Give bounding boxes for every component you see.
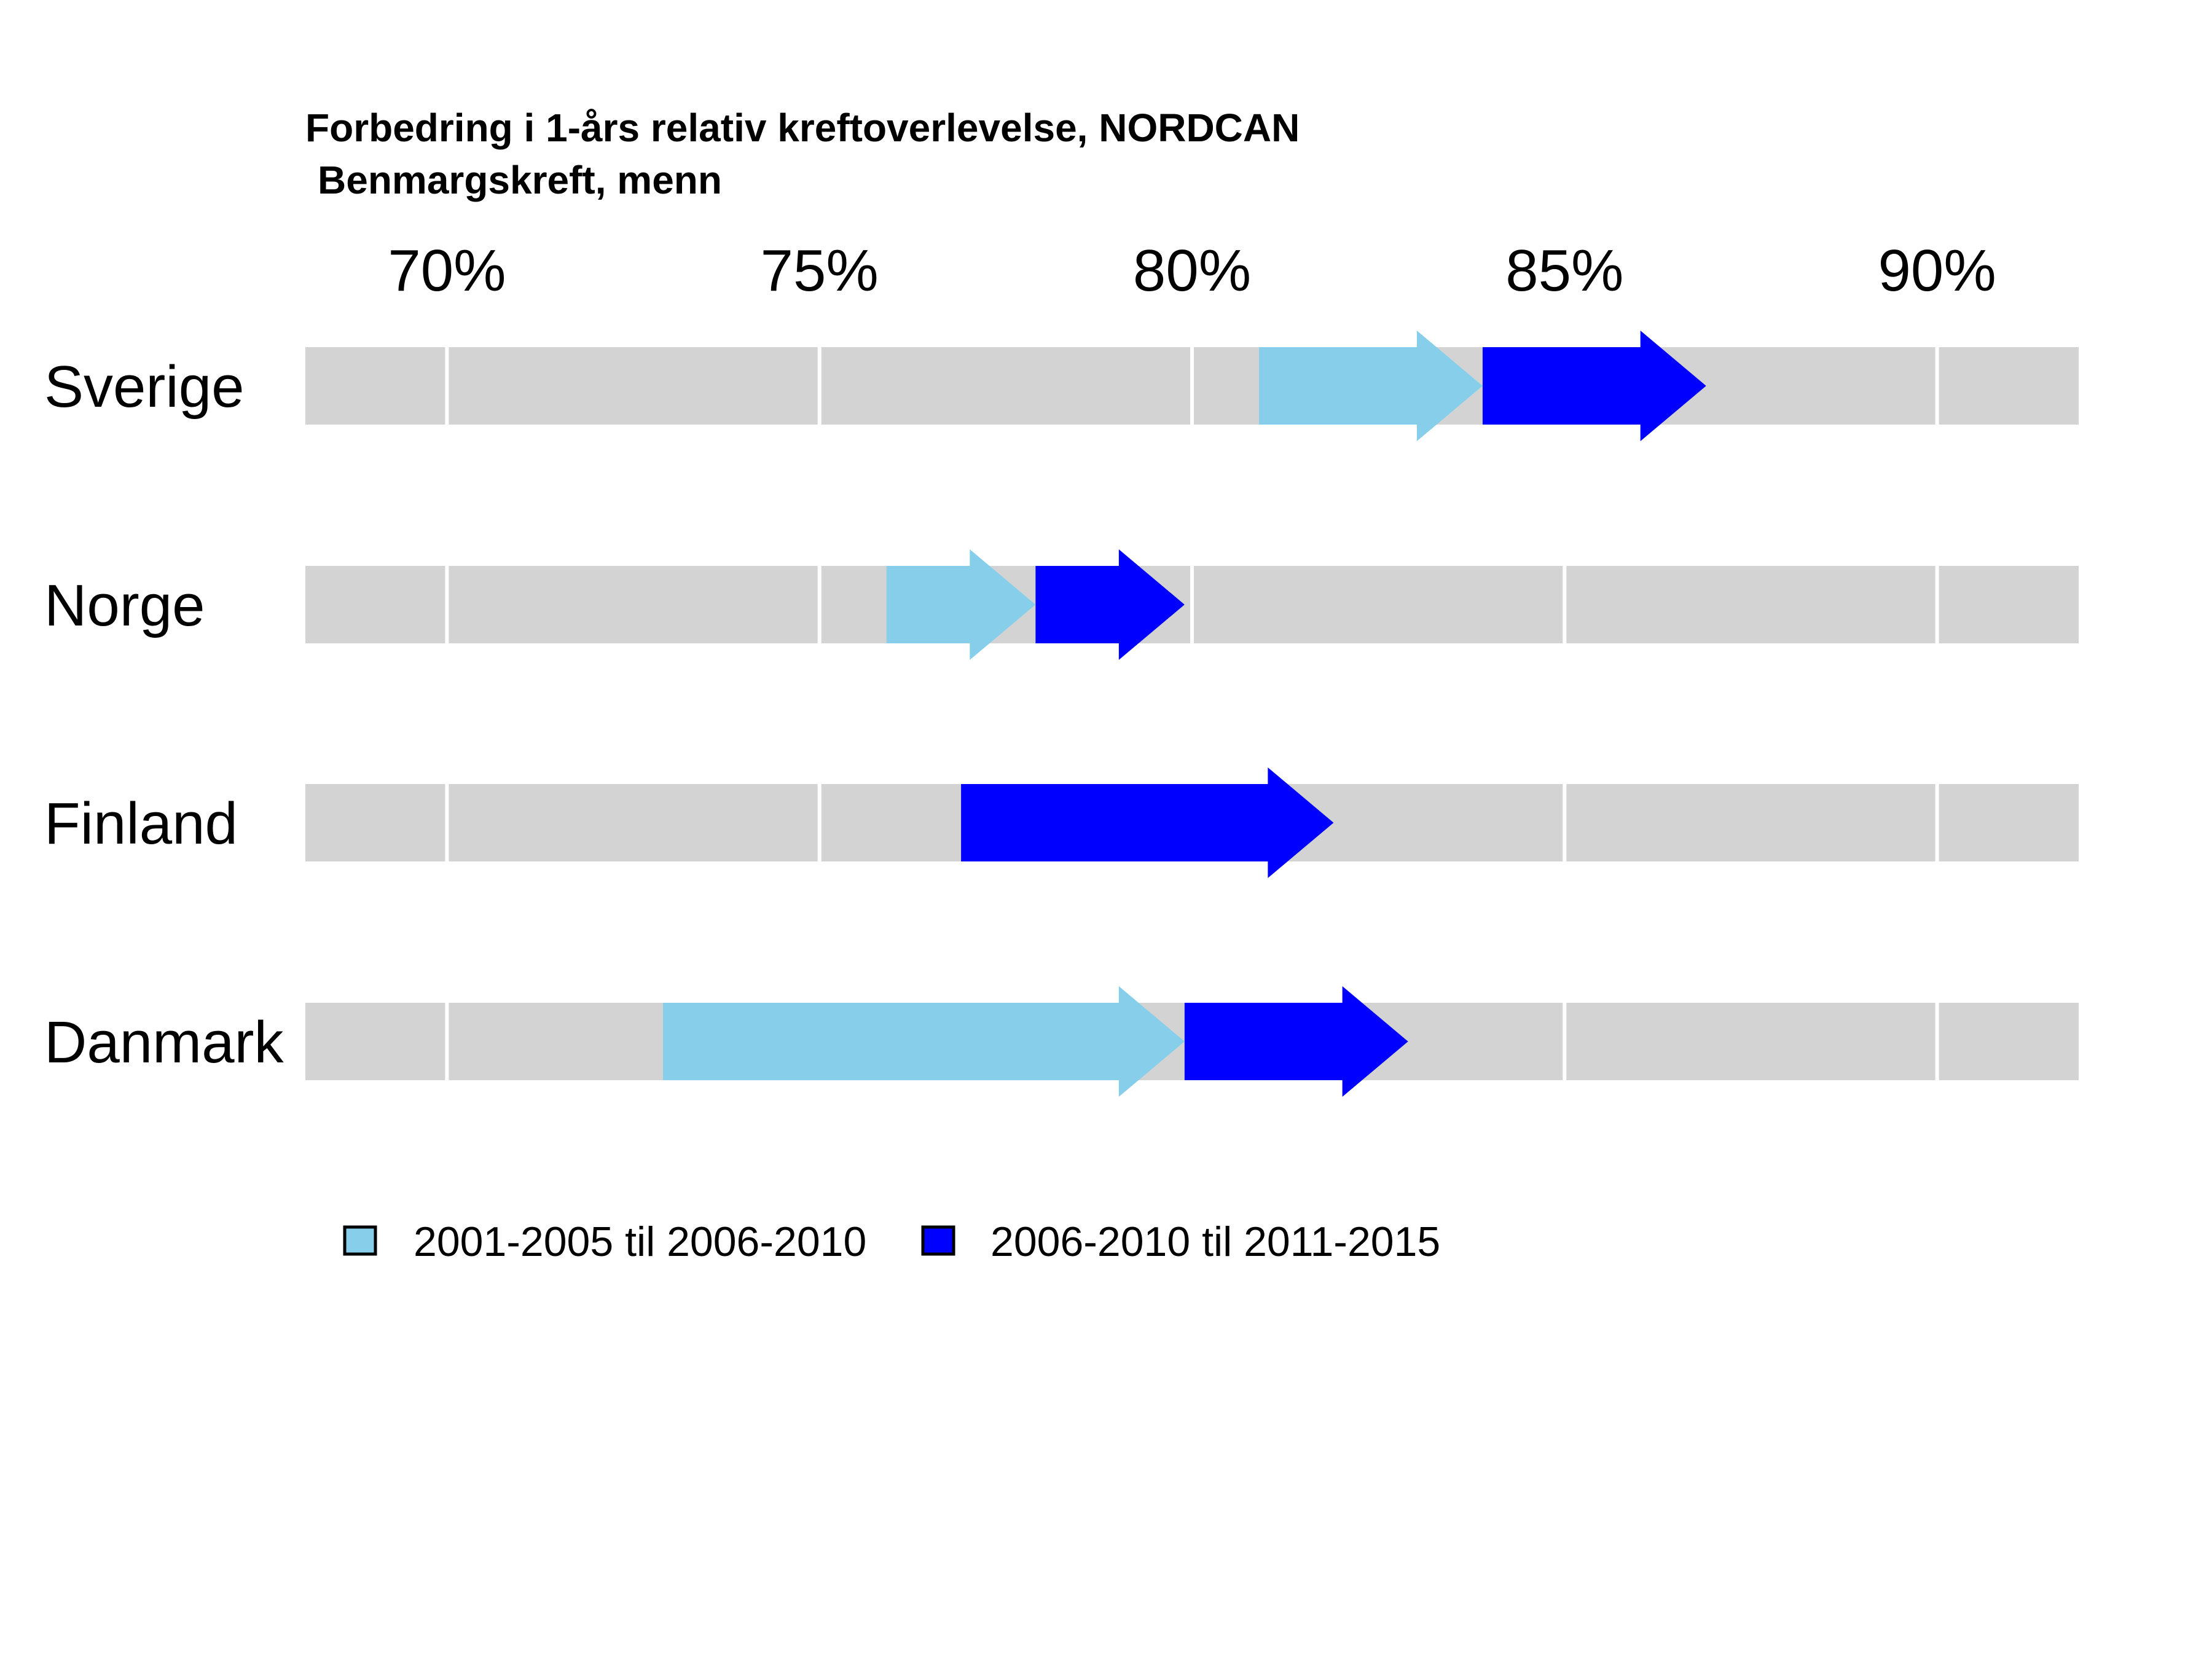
legend: 2001-2005 til 2006-2010 2006-2010 til 201…	[343, 1218, 1440, 1265]
legend-label: 2006-2010 til 2011-2015	[990, 1218, 1440, 1265]
x-tick-label: 75%	[761, 238, 879, 304]
arrow-norge-period-1	[886, 549, 1036, 660]
x-tick-label: 90%	[1878, 238, 1996, 304]
x-tick-label: 85%	[1505, 238, 1623, 304]
row-label-sverige: Sverige	[44, 354, 245, 420]
arrow-sverige-period-1	[1259, 331, 1483, 441]
arrows	[663, 331, 1706, 1097]
arrow-danmark-period-1	[663, 986, 1185, 1097]
legend-label: 2001-2005 til 2006-2010	[414, 1218, 866, 1265]
arrow-sverige-period-2	[1482, 331, 1706, 441]
arrow-danmark-period-2	[1184, 986, 1408, 1097]
row-label-norge: Norge	[44, 573, 205, 638]
row-label-finland: Finland	[44, 791, 238, 857]
row-bands	[305, 347, 2079, 1080]
row-labels: Sverige Norge Finland Danmark	[44, 354, 284, 1075]
chart-subtitle: Benmargskreft, menn	[318, 158, 722, 202]
x-axis-ticks: 70% 75% 80% 85% 90%	[388, 238, 1996, 304]
legend-swatch	[343, 1225, 377, 1256]
legend-swatch	[921, 1225, 955, 1256]
row-label-danmark: Danmark	[44, 1010, 284, 1075]
chart-title: Forbedring i 1-års relativ kreftoverleve…	[305, 106, 1300, 150]
arrow-finland-period-2	[961, 767, 1334, 878]
arrow-norge-period-2	[1035, 549, 1185, 660]
x-tick-label: 80%	[1133, 238, 1251, 304]
x-tick-label: 70%	[388, 238, 506, 304]
